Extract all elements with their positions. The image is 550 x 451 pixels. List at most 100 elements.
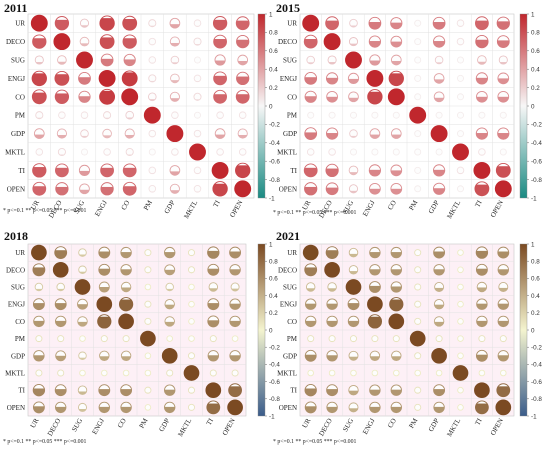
corr-cell	[478, 148, 486, 156]
corr-cell	[473, 161, 491, 179]
corr-fill	[370, 356, 380, 361]
corr-cell	[101, 369, 108, 377]
corr-fill	[476, 268, 488, 276]
corr-cell	[434, 282, 445, 292]
corr-circle	[434, 55, 444, 65]
corr-cell	[32, 401, 45, 414]
corr-fill	[389, 299, 403, 311]
corr-cell	[100, 182, 114, 196]
corr-cell	[236, 71, 250, 86]
corr-cell	[121, 88, 139, 106]
corr-cell	[120, 264, 132, 276]
corr-circle-bg	[57, 335, 64, 342]
corr-fill	[55, 186, 69, 195]
row-label: PM	[15, 335, 26, 343]
corr-circle	[169, 91, 180, 102]
corr-cell	[169, 36, 180, 47]
corr-circle-bg	[144, 387, 151, 394]
corr-fill	[389, 73, 404, 86]
corr-circle-bg	[194, 130, 201, 137]
corr-fill	[32, 92, 47, 104]
corr-cell	[304, 263, 318, 277]
corr-circle	[193, 56, 202, 64]
corr-fill	[349, 271, 358, 275]
corr-circle	[456, 93, 465, 101]
corr-cell	[54, 89, 70, 104]
corr-cell	[348, 247, 359, 258]
corr-cell	[124, 128, 135, 139]
corr-circle	[120, 264, 132, 276]
corr-cell	[164, 264, 176, 276]
corr-circle	[229, 350, 241, 362]
corr-cell	[144, 266, 152, 274]
corr-cell	[414, 38, 422, 46]
colorbar-tick-label: 0	[531, 327, 535, 334]
corr-cell	[433, 316, 445, 327]
corr-cell	[144, 352, 152, 360]
corr-circle	[78, 90, 91, 103]
corr-cell	[495, 162, 511, 178]
corr-circle	[304, 72, 318, 85]
corr-fill	[99, 90, 115, 105]
corr-cell	[326, 401, 338, 414]
corr-circle	[77, 385, 88, 395]
corr-circle-bg	[194, 185, 201, 193]
corr-circle	[456, 130, 465, 138]
corr-circle	[433, 246, 446, 259]
corr-circle	[325, 163, 339, 178]
corr-fill	[55, 303, 67, 310]
corr-circle-bg	[500, 148, 507, 156]
corr-cell	[390, 164, 403, 177]
corr-circle-bg	[457, 167, 464, 174]
corr-circle	[102, 128, 112, 139]
corr-fill	[98, 268, 110, 276]
corr-circle	[125, 147, 134, 157]
corr-fill	[434, 321, 444, 327]
corr-fill	[213, 75, 227, 85]
corr-cell	[125, 110, 134, 120]
corr-cell	[392, 148, 400, 156]
corr-cell	[328, 369, 336, 377]
corr-circle	[213, 34, 227, 49]
corr-cell	[56, 128, 67, 139]
corr-circle	[169, 17, 181, 29]
corr-fill	[326, 187, 339, 195]
corr-circle	[54, 298, 67, 311]
corr-fill	[433, 41, 445, 48]
corr-fill	[35, 288, 43, 291]
row-label: OPEN	[7, 404, 25, 412]
colorbar-tick-label: -0.6	[531, 379, 542, 386]
corr-cell	[96, 296, 113, 313]
corr-circle	[188, 318, 195, 325]
col-label: DECO	[46, 417, 62, 438]
corr-fill	[498, 355, 509, 362]
corr-circle	[456, 185, 465, 193]
corr-cell	[475, 72, 489, 85]
corr-fill	[369, 269, 381, 276]
corr-fill	[433, 269, 445, 276]
corr-fill	[35, 62, 44, 65]
corr-fill	[55, 19, 69, 30]
corr-fill	[55, 93, 69, 104]
corr-circle	[144, 369, 152, 377]
corr-fill	[98, 389, 110, 396]
corr-cell	[433, 401, 445, 414]
corr-circle	[435, 369, 443, 377]
corr-cell	[393, 369, 400, 377]
corr-fill	[328, 62, 337, 65]
corr-circle	[498, 55, 508, 65]
corr-fill	[212, 162, 229, 179]
corr-circle-bg	[193, 93, 202, 101]
corr-cell	[347, 298, 360, 311]
corr-circle-bg	[307, 335, 314, 342]
corr-fill	[123, 167, 137, 177]
corr-cell	[303, 163, 318, 178]
colorbar: 1 0.8 0.6 0.4 0.2 0 -0.2 -0.4 -0.6 -0.8 -1	[257, 241, 280, 420]
corr-circle	[348, 247, 359, 258]
corr-circle	[304, 349, 317, 362]
corr-cell	[390, 281, 402, 293]
corr-circle-bg	[145, 284, 151, 290]
corr-circle	[120, 281, 132, 293]
corr-circle	[368, 281, 381, 293]
panel-title: 2011	[4, 1, 27, 15]
